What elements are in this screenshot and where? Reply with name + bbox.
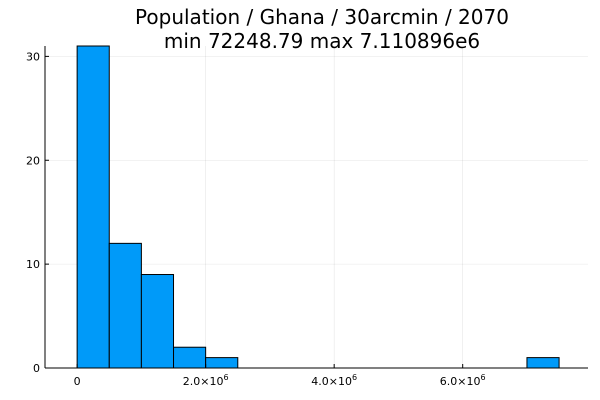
y-tick-label: 10 bbox=[26, 258, 40, 271]
x-tick-label: 4.0×106 bbox=[311, 373, 357, 388]
y-ticks-group: 0 10 20 30 bbox=[26, 50, 49, 375]
histogram-bar bbox=[140, 274, 175, 369]
y-tick-label: 30 bbox=[26, 50, 40, 63]
histogram-bar bbox=[173, 346, 207, 369]
chart-title: Population / Ghana / 30arcmin / 2070 bbox=[135, 5, 509, 29]
y-tick-label: 0 bbox=[33, 362, 40, 375]
histogram-bar bbox=[108, 242, 142, 369]
histogram-bar bbox=[76, 45, 110, 369]
bars-group bbox=[76, 45, 560, 369]
x-tick-label: 0 bbox=[74, 375, 81, 388]
x-tick-label: 6.0×106 bbox=[440, 373, 486, 388]
x-tick-label: 2.0×106 bbox=[183, 373, 229, 388]
chart-subtitle: min 72248.79 max 7.110896e6 bbox=[164, 29, 480, 53]
x-ticks-group: 0 2.0×106 4.0×106 6.0×106 bbox=[74, 364, 486, 388]
histogram-bar bbox=[526, 357, 560, 369]
y-tick-label: 20 bbox=[26, 154, 40, 167]
histogram-bar bbox=[205, 357, 239, 369]
axes-group bbox=[44, 46, 588, 369]
